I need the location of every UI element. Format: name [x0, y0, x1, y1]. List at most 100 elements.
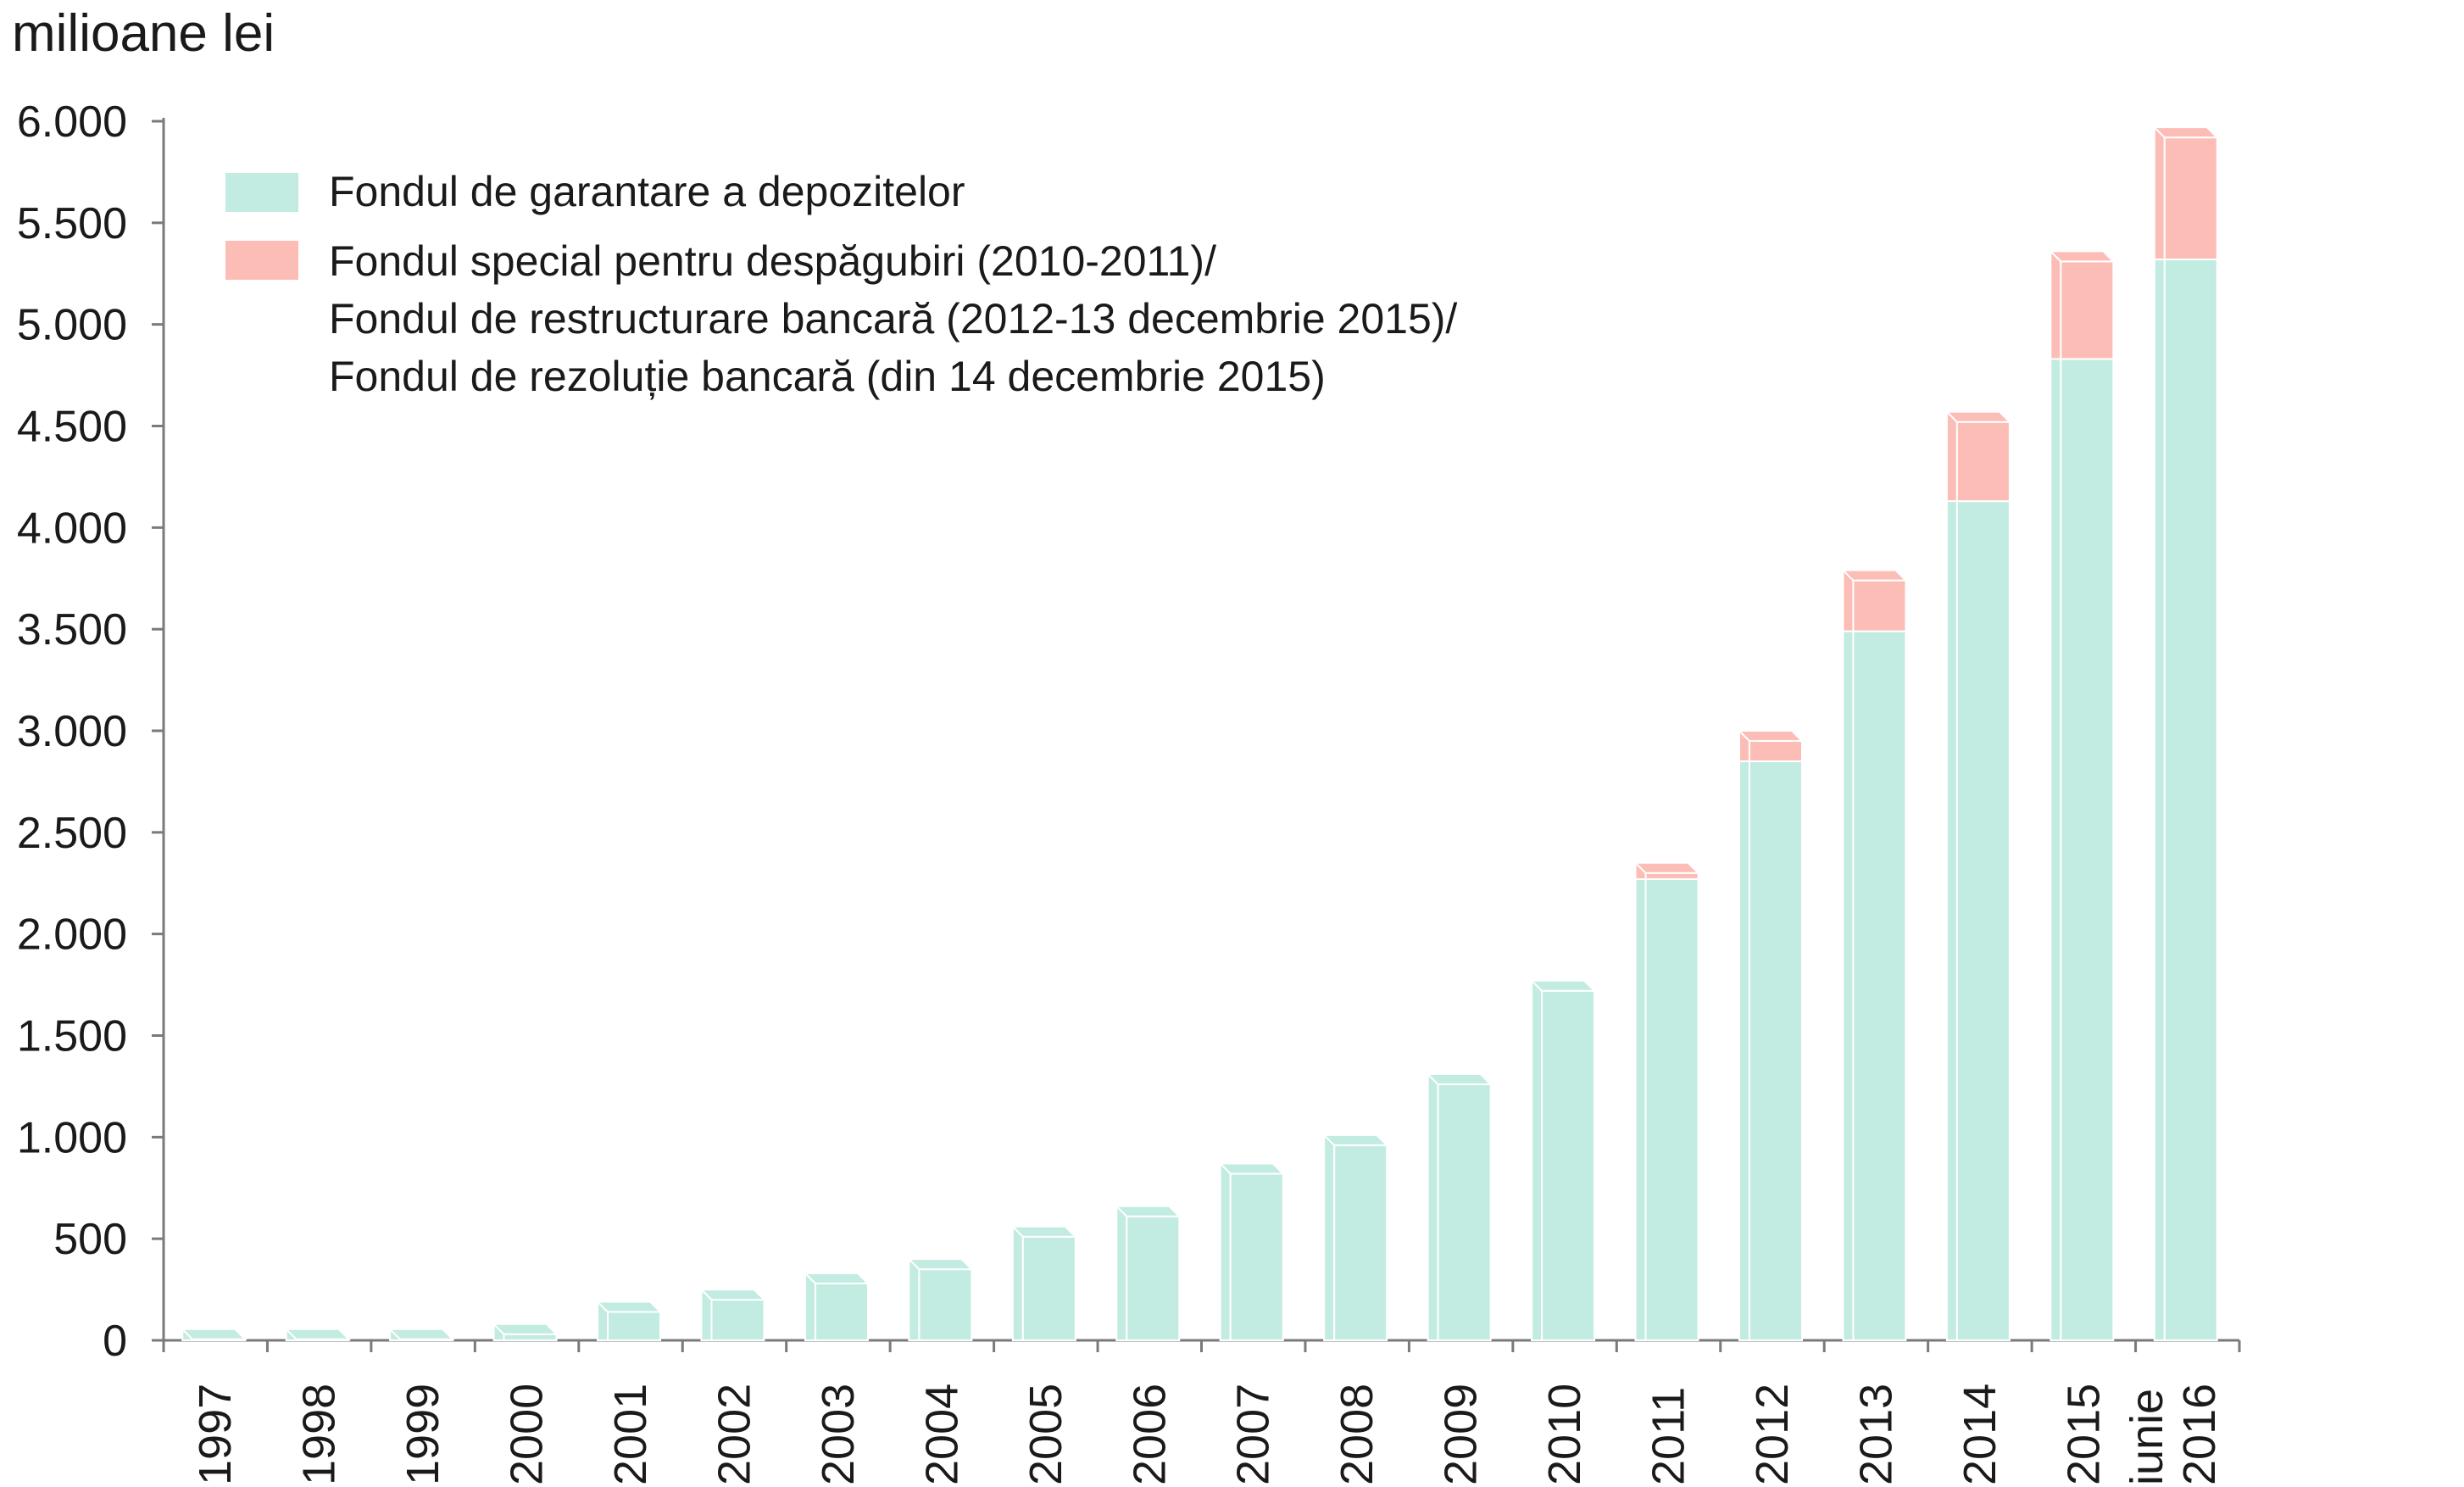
bar-top-cap	[2048, 250, 2116, 263]
bar-deposit-guarantee-fund	[1644, 877, 1699, 1341]
bar-deposit-guarantee-fund-side	[1427, 1072, 1439, 1341]
y-tick-label: 0	[103, 1317, 127, 1366]
bar-group	[1321, 1133, 1389, 1342]
x-tick-label: 2003	[813, 1384, 864, 1485]
bar-top-cap	[1114, 1205, 1182, 1217]
x-tick-label: 2014	[1955, 1384, 2005, 1485]
y-tick-label: 2.000	[17, 911, 127, 960]
x-tick-label: 2015	[2058, 1384, 2109, 1485]
bar-top-cap	[906, 1258, 974, 1271]
bar-group	[2048, 248, 2116, 1341]
bar-deposit-guarantee-fund-side	[908, 1256, 921, 1341]
bar-deposit-guarantee-fund-side	[2153, 247, 2166, 1341]
bar-group	[803, 1271, 870, 1341]
bar-deposit-guarantee-fund-side	[1115, 1204, 1128, 1341]
x-tick-label: 1998	[294, 1384, 345, 1485]
bar-group	[492, 1322, 559, 1342]
bar-group	[284, 1327, 352, 1341]
y-tick-label: 1.000	[17, 1113, 127, 1162]
bar-top-cap	[180, 1328, 248, 1340]
x-tick-label: 2009	[1436, 1384, 1487, 1485]
bar-resolution-fund-side	[2050, 248, 2062, 360]
bar-top-cap	[1218, 1162, 1286, 1175]
bar-deposit-guarantee-fund	[918, 1268, 973, 1342]
x-tick-label: 2007	[1228, 1384, 1279, 1485]
y-tick-label: 5.500	[17, 199, 127, 248]
legend-label-line-1: Fondul special pentru despăgubiri (2010-…	[329, 237, 1216, 285]
bar-resolution-fund	[1955, 420, 2011, 503]
x-tick-label: 2000	[502, 1384, 553, 1485]
bar-top-cap	[1841, 569, 1908, 582]
x-tick-label: 1999	[398, 1384, 448, 1485]
bar-deposit-guarantee-fund	[2163, 258, 2218, 1341]
bar-deposit-guarantee-fund-side	[1842, 619, 1855, 1341]
bar-group	[1944, 409, 2012, 1341]
bar-top-cap	[595, 1300, 663, 1313]
bar-group	[1529, 978, 1597, 1341]
bar-deposit-guarantee-fund	[814, 1282, 869, 1341]
bar-deposit-guarantee-fund	[1126, 1215, 1181, 1342]
legend-label-line-2: Fondul de restructurare bancară (2012-13…	[329, 295, 1458, 343]
bar-resolution-fund	[2163, 136, 2218, 260]
bar-group	[906, 1256, 974, 1342]
bar-deposit-guarantee-fund-side	[1738, 749, 1750, 1341]
bar-top-cap	[284, 1328, 352, 1340]
bar-top-cap	[492, 1323, 559, 1335]
bar-deposit-guarantee-fund	[1333, 1144, 1388, 1342]
y-tick-label: 2.500	[17, 809, 127, 858]
bar-resolution-fund	[1852, 579, 1907, 632]
x-tick-label: 2013	[1850, 1384, 1901, 1485]
bar-top-cap	[1010, 1225, 1078, 1238]
bar-deposit-guarantee-fund-side	[1945, 488, 1958, 1341]
bar-deposit-guarantee-fund	[1748, 760, 1803, 1341]
legend-label: Fondul de garantare a depozitelor	[329, 168, 965, 215]
bar-deposit-guarantee-fund-side	[1634, 866, 1647, 1341]
bar-group	[699, 1287, 766, 1341]
bar-group	[1218, 1161, 1286, 1342]
x-tick-label: iunie2016	[2122, 1384, 2225, 1485]
bar-group	[387, 1327, 455, 1341]
bar-group	[1841, 568, 1908, 1341]
bar-deposit-guarantee-fund-side	[1323, 1133, 1336, 1341]
bar-top-cap	[1633, 861, 1700, 874]
x-tick-label: 2004	[916, 1384, 967, 1485]
bar-top-cap	[1529, 979, 1597, 992]
x-tick-label: 2008	[1332, 1384, 1382, 1485]
bar-deposit-guarantee-fund	[1852, 630, 1907, 1341]
x-tick-label: 2010	[1539, 1384, 1590, 1485]
x-tick-label: 2011	[1644, 1387, 1694, 1485]
bar-deposit-guarantee-fund	[503, 1333, 558, 1342]
bar-deposit-guarantee-fund-side	[1011, 1224, 1024, 1341]
bar-deposit-guarantee-fund	[1229, 1172, 1284, 1342]
y-tick-label: 3.500	[17, 605, 127, 654]
bar-group	[180, 1327, 248, 1341]
bar-top-cap	[1737, 729, 1805, 742]
bar-deposit-guarantee-fund-side	[1531, 978, 1543, 1341]
bar-resolution-fund-side	[1945, 409, 1958, 503]
x-tick-label: 2002	[709, 1384, 759, 1485]
bar-top-cap	[803, 1272, 870, 1284]
bar-resolution-fund-side	[2153, 125, 2166, 260]
bar-deposit-guarantee-fund	[710, 1299, 765, 1341]
y-tick-label: 1.500	[17, 1012, 127, 1061]
bar-group	[1114, 1204, 1182, 1342]
bar-resolution-fund	[1748, 739, 1803, 762]
bar-group	[1737, 728, 1805, 1341]
legend-swatch-pink	[225, 241, 298, 280]
legend-swatch-teal	[225, 173, 298, 212]
bar-deposit-guarantee-fund	[1021, 1235, 1076, 1342]
y-tick-label: 5.000	[17, 301, 127, 350]
bar-deposit-guarantee-fund	[1955, 500, 2011, 1341]
x-tick-label: 2006	[1124, 1384, 1175, 1485]
bar-top-cap	[387, 1328, 455, 1340]
bar-top-cap	[1321, 1133, 1389, 1146]
y-tick-label: 4.000	[17, 504, 127, 553]
bar-top-cap	[2152, 126, 2220, 139]
x-tick-label: 2012	[1747, 1384, 1798, 1485]
legend-label-line-3: Fondul de rezoluție bancară (din 14 dece…	[329, 353, 1326, 400]
bar-deposit-guarantee-fund-side	[804, 1271, 816, 1341]
bar-top-cap	[1944, 410, 2012, 423]
bar-group	[1010, 1224, 1078, 1342]
y-tick-label: 500	[53, 1215, 127, 1264]
